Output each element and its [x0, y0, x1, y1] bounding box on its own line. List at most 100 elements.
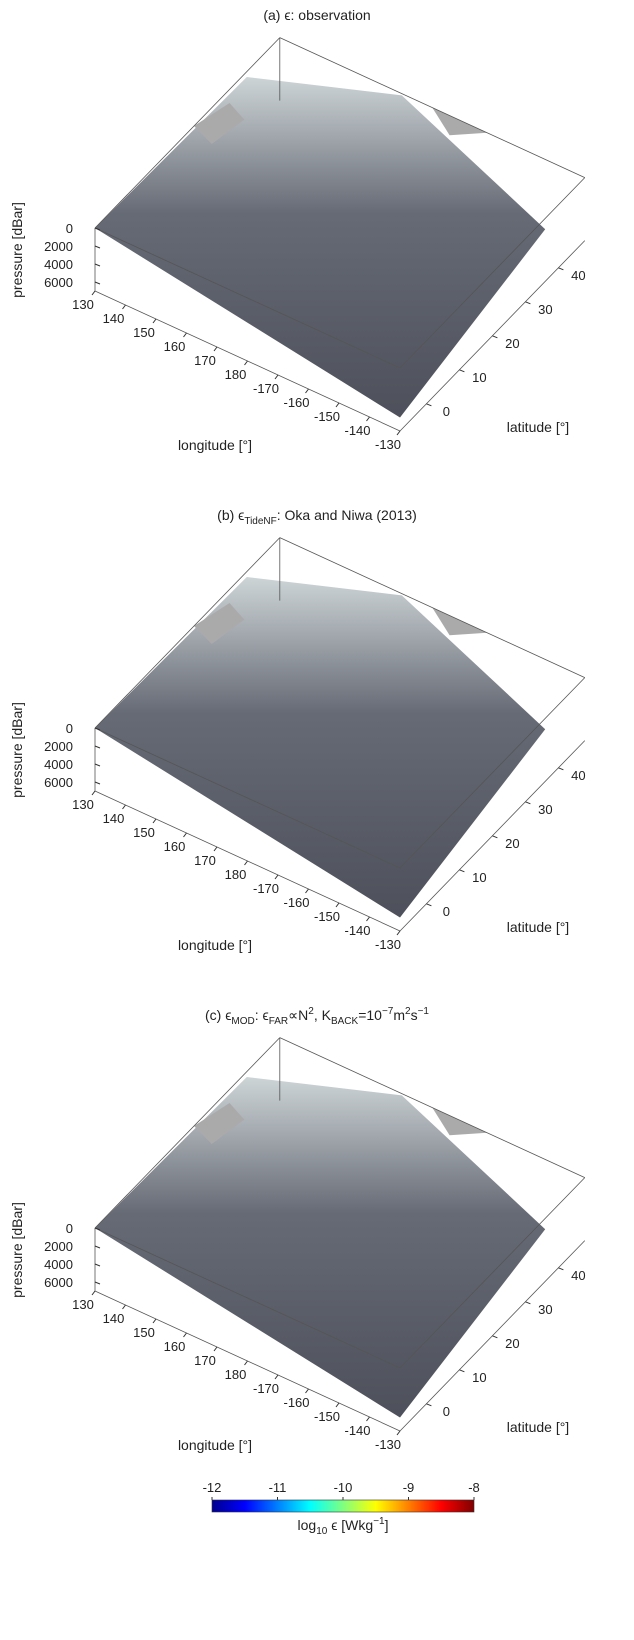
y-tick-label: 10: [472, 870, 486, 885]
x-axis-label: longitude [°]: [178, 437, 252, 453]
z-tick-label: 6000: [44, 1275, 73, 1290]
y-tick-label: 0: [443, 1404, 450, 1419]
panel-title-part: (c) ϵ: [205, 1007, 231, 1023]
z-tick: [95, 264, 100, 266]
x-tick: [367, 917, 370, 921]
x-tick: [397, 1431, 400, 1435]
x-tick: [306, 389, 309, 393]
x-tick-label: -160: [283, 395, 309, 410]
y-tick: [459, 870, 464, 872]
x-tick-label: 170: [194, 353, 216, 368]
x-tick-label: 150: [133, 825, 155, 840]
x-tick: [214, 347, 217, 351]
x-tick-label: 130: [72, 297, 94, 312]
x-tick-label: -160: [283, 895, 309, 910]
x-tick-label: 180: [225, 367, 247, 382]
x-tick-label: 160: [164, 839, 186, 854]
colorbar-label: log10 ϵ [Wkg−1]: [298, 1516, 389, 1537]
x-tick-label: -170: [253, 1381, 279, 1396]
z-tick-label: 4000: [44, 257, 73, 272]
y-tick: [525, 802, 530, 804]
x-tick-label: -170: [253, 881, 279, 896]
x-tick-label: -140: [344, 423, 370, 438]
x-tick: [367, 417, 370, 421]
y-axis-label: latitude [°]: [507, 919, 569, 935]
y-tick-label: 40: [571, 1268, 585, 1283]
y-tick: [492, 336, 497, 338]
y-tick-label: 10: [472, 1370, 486, 1385]
y-tick-label: 20: [505, 336, 519, 351]
x-tick: [184, 333, 187, 337]
z-tick-label: 2000: [44, 1239, 73, 1254]
x-tick-label: -150: [314, 909, 340, 924]
panel-title-part: BACK: [331, 1016, 359, 1027]
colorbar-label-part: 10: [316, 1526, 328, 1537]
x-tick: [245, 861, 248, 865]
z-axis-label: pressure [dBar]: [9, 702, 25, 798]
panel-title-part: (a) ϵ: observation: [263, 7, 370, 23]
panel-title: (b) ϵTideNF: Oka and Niwa (2013): [217, 507, 417, 527]
x-tick: [153, 319, 156, 323]
x-tick: [153, 1319, 156, 1323]
figure: (a) ϵ: observation0200040006000pressure …: [0, 0, 634, 1640]
panel-title-part: ∝N: [288, 1007, 308, 1023]
panel-title: (c) ϵMOD: ϵFAR∝N2, KBACK=10−7m2s−1: [205, 1006, 429, 1027]
x-axis-label: longitude [°]: [178, 1437, 252, 1453]
z-tick-label: 0: [66, 1221, 73, 1236]
y-tick: [426, 904, 431, 906]
x-tick: [214, 1347, 217, 1351]
y-tick-label: 30: [538, 302, 552, 317]
z-axis-label: pressure [dBar]: [9, 202, 25, 298]
colorbar-tick-label: -9: [403, 1480, 415, 1495]
x-tick: [245, 361, 248, 365]
colorbar: [212, 1500, 474, 1512]
colorbar-tick-label: -8: [468, 1480, 480, 1495]
x-tick-label: -170: [253, 381, 279, 396]
y-tick: [459, 370, 464, 372]
x-tick-label: 160: [164, 339, 186, 354]
x-tick-label: 180: [225, 1367, 247, 1382]
y-tick: [558, 1268, 563, 1270]
panel-title-part: −7: [382, 1006, 394, 1017]
x-tick: [123, 805, 126, 809]
x-tick-label: 130: [72, 1297, 94, 1312]
x-tick: [123, 1305, 126, 1309]
x-tick-label: 180: [225, 867, 247, 882]
panel-title-part: , K: [314, 1007, 332, 1023]
x-tick-label: -130: [375, 937, 401, 952]
x-tick: [92, 791, 95, 795]
colorbar-label-part: −1: [373, 1516, 385, 1527]
panel-title-part: : ϵ: [255, 1007, 269, 1023]
x-tick-label: -140: [344, 923, 370, 938]
z-tick: [95, 1246, 100, 1248]
z-tick-label: 4000: [44, 1257, 73, 1272]
x-tick: [306, 1389, 309, 1393]
y-tick-label: 10: [472, 370, 486, 385]
z-tick: [95, 782, 100, 784]
y-tick: [558, 268, 563, 270]
panel-title: (a) ϵ: observation: [263, 7, 370, 23]
panel-title-part: TideNF: [244, 516, 276, 527]
y-tick-label: 0: [443, 904, 450, 919]
y-tick: [525, 302, 530, 304]
y-tick: [492, 1336, 497, 1338]
y-tick: [525, 1302, 530, 1304]
y-tick: [459, 1370, 464, 1372]
panel-title-part: FAR: [269, 1016, 288, 1027]
x-tick: [92, 291, 95, 295]
x-tick: [336, 403, 339, 407]
z-tick: [95, 746, 100, 748]
colorbar-tick-label: -12: [203, 1480, 222, 1495]
y-axis-label: latitude [°]: [507, 1419, 569, 1435]
panel-title-part: m: [393, 1007, 405, 1023]
x-tick: [214, 847, 217, 851]
x-tick: [275, 375, 278, 379]
z-tick: [95, 246, 100, 248]
x-axis-label: longitude [°]: [178, 937, 252, 953]
colorbar-tick-label: -11: [269, 1480, 287, 1495]
x-tick-label: 150: [133, 325, 155, 340]
x-tick: [275, 875, 278, 879]
y-tick-label: 40: [571, 768, 585, 783]
z-tick-label: 2000: [44, 239, 73, 254]
z-axis-label: pressure [dBar]: [9, 1202, 25, 1298]
